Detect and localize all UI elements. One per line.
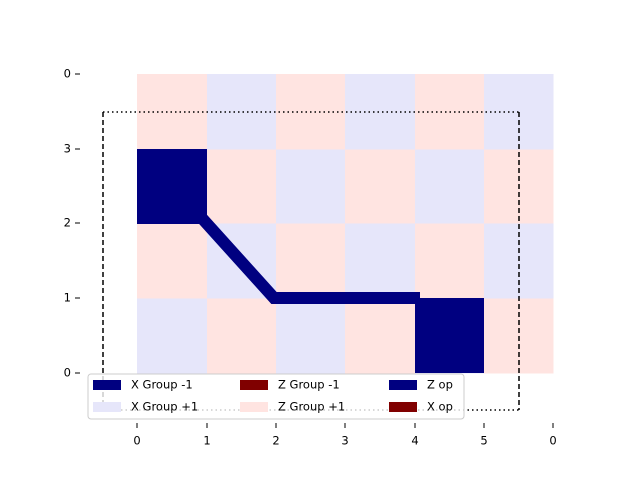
legend-box	[87, 373, 465, 420]
cell	[137, 298, 208, 374]
y-tick-label: 1	[64, 291, 71, 305]
cell	[345, 298, 416, 374]
y-tick-label: 3	[64, 142, 71, 156]
legend-label: X Group +1	[131, 400, 198, 414]
z-op-path	[195, 211, 420, 304]
x-tick-label: 2	[272, 434, 279, 448]
cell	[207, 298, 277, 374]
legend-swatch	[240, 380, 268, 390]
legend-swatch	[93, 402, 121, 412]
y-tick-label: 0	[64, 67, 71, 81]
cell	[276, 298, 346, 374]
y-tick-label: 0	[64, 366, 71, 380]
cell	[207, 149, 277, 224]
cell	[415, 223, 485, 299]
legend-label: X op	[427, 400, 453, 414]
cell	[207, 74, 277, 150]
legend-swatch	[389, 380, 417, 390]
z-op-block	[415, 298, 484, 373]
x-tick-label: 0	[549, 434, 556, 448]
cell	[276, 223, 346, 299]
legend-swatch	[389, 402, 417, 412]
z-op-block	[137, 149, 207, 224]
legend-swatch	[93, 380, 121, 390]
y-tick-label: 2	[64, 216, 71, 230]
ticks: 0 1 2 3 4 5 0 0 3 2 1 0	[64, 67, 557, 448]
cell	[345, 74, 416, 150]
x-tick-label: 1	[203, 434, 210, 448]
legend-label: Z op	[427, 378, 453, 392]
x-tick-label: 0	[133, 434, 140, 448]
x-tick-label: 5	[480, 434, 487, 448]
cell	[415, 149, 485, 224]
cell	[137, 223, 208, 299]
x-tick-label: 4	[411, 434, 418, 448]
legend: X Group -1 X Group +1 Z Group -1 Z Group +1…	[93, 378, 453, 414]
cell	[276, 149, 346, 224]
cell	[345, 149, 416, 224]
legend-label: X Group -1	[131, 378, 193, 392]
legend-label: Z Group -1	[278, 378, 340, 392]
legend-swatch	[240, 402, 268, 412]
cell	[345, 223, 416, 299]
legend-label: Z Group +1	[278, 400, 345, 414]
cell	[137, 74, 208, 150]
x-tick-label: 3	[341, 434, 348, 448]
